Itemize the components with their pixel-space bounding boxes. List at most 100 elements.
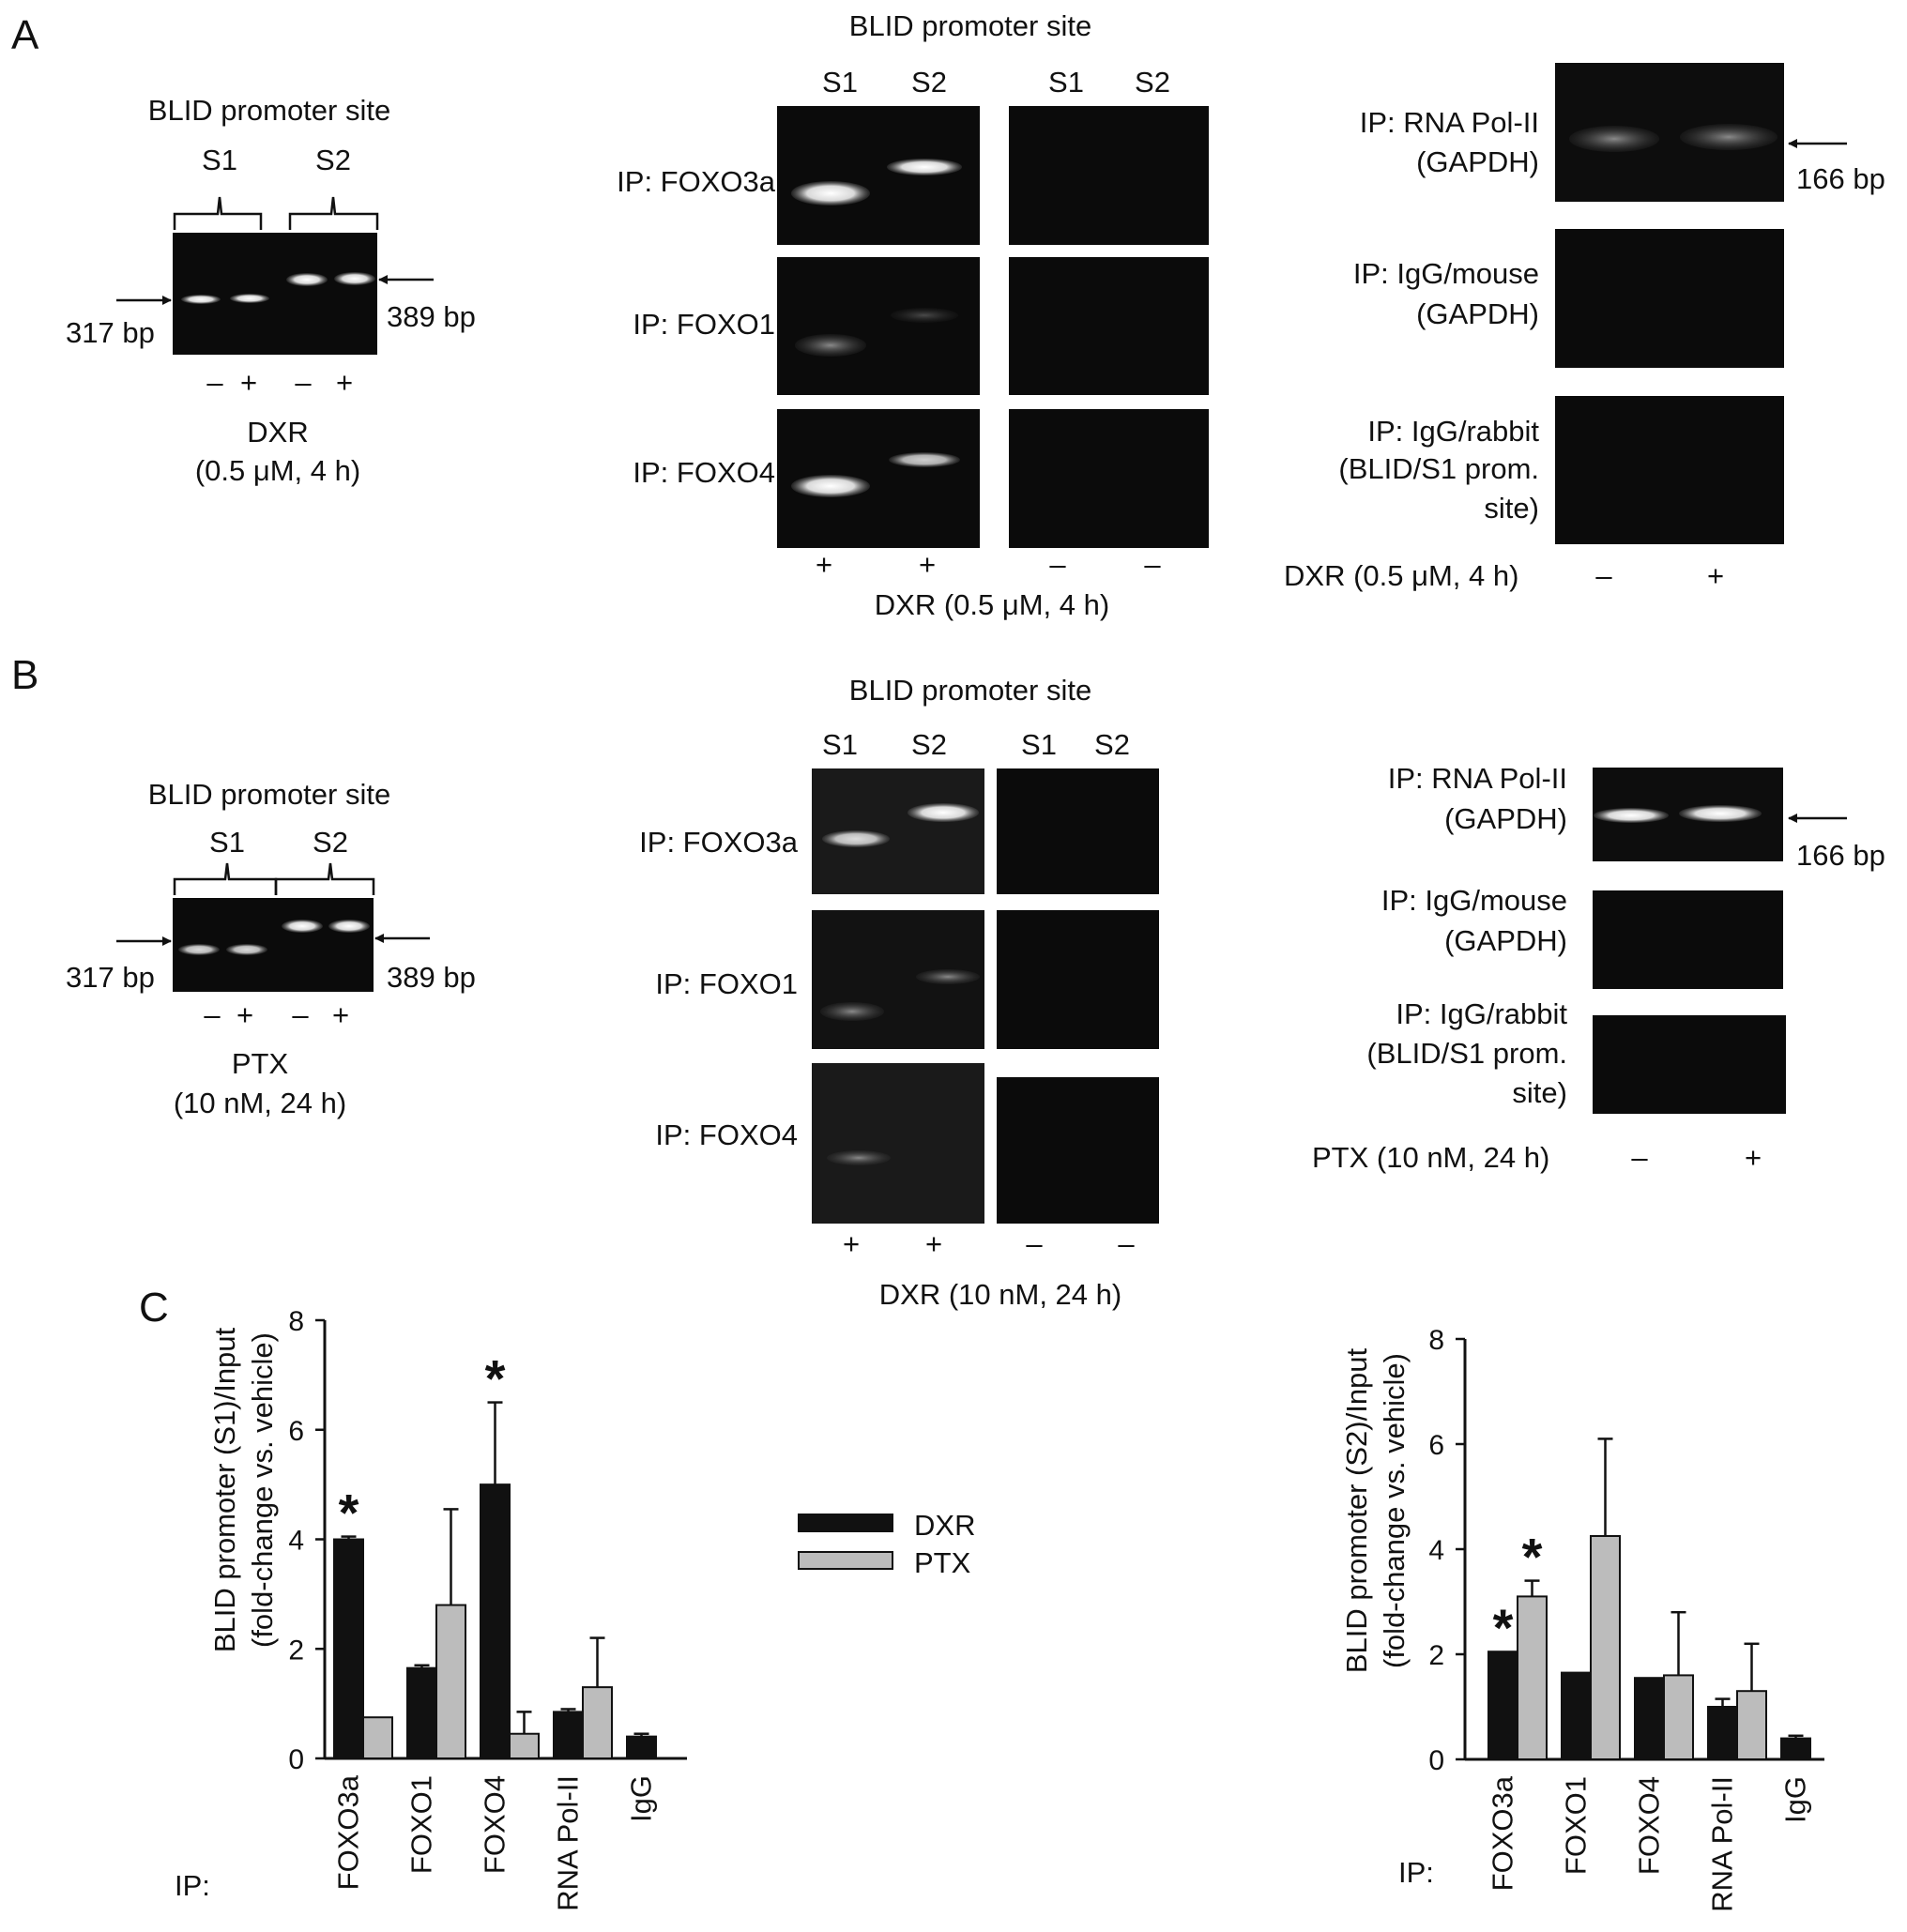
sign: – bbox=[1118, 1227, 1135, 1260]
bar-ptx bbox=[1590, 1535, 1621, 1760]
row-label: IP: FOXO3a bbox=[617, 165, 776, 198]
sign: + bbox=[816, 548, 832, 581]
panel-b-middle-gel-group: BLID promoter site S1 S2 S1 S2 IP: FOXO3… bbox=[639, 674, 1159, 1311]
gel-band bbox=[795, 334, 866, 357]
gel-band bbox=[791, 181, 870, 205]
gel-b-foxo1-minus bbox=[997, 910, 1159, 1049]
col-label: S1 bbox=[1048, 66, 1084, 99]
col-label: S2 bbox=[911, 66, 947, 99]
chart-s1: BLID promoter (S1)/Input (fold-change vs… bbox=[175, 1306, 687, 1911]
row-label: IP: IgG/rabbit bbox=[1396, 997, 1567, 1030]
sign: – bbox=[1144, 548, 1161, 581]
panel-b-left-treatment-dose: (10 nM, 24 h) bbox=[174, 1087, 346, 1119]
gel-band bbox=[1680, 124, 1777, 150]
gel-a-foxo1-plus bbox=[777, 257, 980, 395]
x-tick-label: IgG bbox=[625, 1775, 658, 1822]
y-tick-label: 2 bbox=[288, 1635, 304, 1666]
gel-band bbox=[226, 944, 267, 955]
panel-letter-b: B bbox=[11, 652, 38, 698]
sign: – bbox=[204, 998, 221, 1031]
panel-a-left-treatment-dose: (0.5 μM, 4 h) bbox=[195, 454, 360, 487]
gel-band bbox=[887, 159, 962, 175]
bar-dxr bbox=[1561, 1671, 1592, 1760]
row-label: IP: FOXO3a bbox=[639, 826, 799, 859]
col-label: S1 bbox=[822, 728, 858, 761]
row-label: IP: FOXO4 bbox=[633, 456, 775, 489]
panel-a-left-bp-317: 317 bp bbox=[66, 316, 155, 349]
row-label: site) bbox=[1484, 492, 1539, 525]
gel-a-igg-rabbit bbox=[1555, 396, 1784, 544]
x-tick-label: FOXO1 bbox=[405, 1775, 438, 1874]
panel-a-middle-treatment: DXR (0.5 μM, 4 h) bbox=[875, 588, 1109, 621]
sign: – bbox=[206, 366, 223, 399]
row-label: IP: IgG/mouse bbox=[1353, 257, 1539, 290]
col-label: S1 bbox=[822, 66, 858, 99]
y-tick-label: 4 bbox=[288, 1526, 304, 1557]
bar-ptx bbox=[1517, 1595, 1548, 1761]
gel-band bbox=[1679, 805, 1762, 822]
bar-dxr bbox=[626, 1735, 657, 1760]
gel-b-foxo3a-plus bbox=[812, 768, 984, 894]
bar-dxr bbox=[1634, 1677, 1665, 1760]
gel-band bbox=[820, 1002, 884, 1021]
panel-b-left-title: BLID promoter site bbox=[148, 778, 390, 811]
bar-dxr bbox=[1487, 1651, 1518, 1760]
y-tick-label: 6 bbox=[288, 1416, 304, 1447]
significance-star: * bbox=[339, 1483, 359, 1543]
panel-a: A BLID promoter site S1 S2 317 bp 389 bp… bbox=[11, 9, 1885, 621]
panel-a-middle-title: BLID promoter site bbox=[849, 9, 1091, 42]
row-label: IP: RNA Pol-II bbox=[1360, 106, 1539, 139]
panel-a-left-s2: S2 bbox=[315, 144, 351, 176]
gel-a-left bbox=[173, 233, 377, 355]
y-axis-label-line2: (fold-change vs. vehicle) bbox=[246, 1332, 279, 1648]
panel-a-right-treatment: DXR (0.5 μM, 4 h) bbox=[1284, 559, 1518, 592]
panel-b-right-gel-group: 166 bp IP: RNA Pol-II (GAPDH) IP: IgG/mo… bbox=[1312, 762, 1885, 1174]
gel-a-foxo4-minus bbox=[1009, 409, 1209, 548]
x-axis-prefix: IP: bbox=[175, 1869, 210, 1902]
bar-dxr bbox=[333, 1538, 364, 1759]
x-tick-label: FOXO4 bbox=[479, 1775, 511, 1874]
gel-b-igg-mouse bbox=[1593, 890, 1783, 989]
panel-letter-a: A bbox=[11, 12, 39, 58]
panel-a-left-bp-389: 389 bp bbox=[387, 300, 476, 333]
gel-band bbox=[282, 920, 323, 933]
sign: + bbox=[1707, 559, 1724, 592]
gel-a-foxo1-minus bbox=[1009, 257, 1209, 395]
sign: + bbox=[236, 998, 253, 1031]
gel-band bbox=[891, 308, 958, 323]
legend-swatch-dxr bbox=[798, 1514, 893, 1532]
row-label: IP: FOXO1 bbox=[633, 308, 775, 341]
s1-bracket bbox=[173, 862, 278, 895]
row-label: (BLID/S1 prom. bbox=[1338, 452, 1539, 485]
panel-a-right-gel-group: 166 bp IP: RNA Pol-II (GAPDH) IP: IgG/mo… bbox=[1284, 63, 1885, 592]
chart-s2: BLID promoter (S2)/Input (fold-change vs… bbox=[1340, 1325, 1824, 1912]
row-label: (BLID/S1 prom. bbox=[1366, 1037, 1567, 1070]
panel-b-left-treatment: PTX bbox=[232, 1047, 289, 1080]
legend-swatch-ptx bbox=[798, 1551, 893, 1570]
significance-star: * bbox=[485, 1349, 506, 1408]
bar-dxr bbox=[406, 1666, 437, 1760]
y-tick-label: 8 bbox=[288, 1306, 304, 1337]
panel-a-left-s1: S1 bbox=[202, 144, 237, 176]
gel-a-foxo3a-plus bbox=[777, 106, 980, 245]
gel-a-igg-mouse bbox=[1555, 229, 1784, 368]
row-label: (GAPDH) bbox=[1444, 924, 1567, 957]
x-tick-label: FOXO4 bbox=[1633, 1776, 1666, 1875]
row-label: (GAPDH) bbox=[1416, 145, 1539, 178]
panel-b-left-bp-317: 317 bp bbox=[66, 961, 155, 994]
significance-star: * bbox=[1493, 1598, 1514, 1657]
gel-a-foxo3a-minus bbox=[1009, 106, 1209, 245]
gel-band bbox=[334, 272, 375, 285]
sign: + bbox=[336, 366, 353, 399]
gel-band bbox=[908, 803, 979, 822]
panel-a-left-gel-group: BLID promoter site S1 S2 317 bp 389 bp –… bbox=[66, 94, 476, 487]
sign: + bbox=[1745, 1141, 1762, 1174]
legend: DXR PTX bbox=[798, 1509, 975, 1579]
row-label: IP: FOXO1 bbox=[655, 967, 798, 1000]
x-tick-label: RNA Pol-II bbox=[1706, 1776, 1739, 1912]
y-tick-label: 4 bbox=[1428, 1535, 1444, 1566]
bar-ptx bbox=[1736, 1690, 1767, 1760]
sign: – bbox=[292, 998, 309, 1031]
panel-letter-c: C bbox=[139, 1285, 169, 1331]
bar-dxr bbox=[1707, 1706, 1738, 1760]
